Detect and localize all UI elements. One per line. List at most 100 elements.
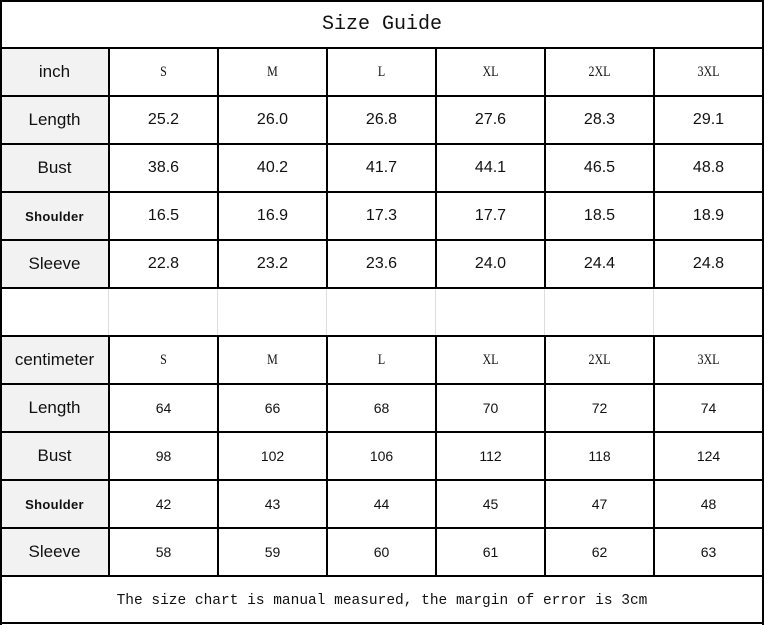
measurement-cell-text: 23.6 bbox=[365, 255, 398, 272]
measurement-cell: 41.7 bbox=[327, 144, 436, 192]
measurement-cell-text: 17.3 bbox=[365, 207, 398, 224]
measurement-cell-text: 63 bbox=[700, 544, 717, 560]
measurement-cell: 74 bbox=[654, 384, 763, 432]
row-label: Bust bbox=[0, 144, 109, 192]
row-divider bbox=[0, 575, 764, 577]
measurement-cell: 64 bbox=[109, 384, 218, 432]
measurement-cell-text: 98 bbox=[155, 448, 172, 464]
measurement-cell: 17.7 bbox=[436, 192, 545, 240]
row-label: Shoulder bbox=[0, 192, 109, 240]
measurement-cell: 26.0 bbox=[218, 96, 327, 144]
measurement-cell: 62 bbox=[545, 528, 654, 576]
column-divider bbox=[326, 336, 328, 576]
row-label: Bust bbox=[0, 432, 109, 480]
measurement-cell: 66 bbox=[218, 384, 327, 432]
measurement-cell-text: 106 bbox=[369, 448, 394, 464]
measurement-cell: 40.2 bbox=[218, 144, 327, 192]
measurement-cell-text: 18.5 bbox=[583, 207, 616, 224]
column-divider bbox=[326, 289, 327, 335]
row-label: Length bbox=[0, 384, 109, 432]
size-header: S bbox=[120, 336, 207, 384]
size-header: 2XL bbox=[556, 48, 643, 96]
row-divider bbox=[0, 0, 764, 2]
measurement-cell-text: 18.9 bbox=[692, 207, 725, 224]
measurement-cell: 70 bbox=[436, 384, 545, 432]
measurement-cell: 23.6 bbox=[327, 240, 436, 288]
column-divider bbox=[217, 48, 219, 288]
measurement-cell: 24.0 bbox=[436, 240, 545, 288]
measurement-cell-text: 23.2 bbox=[256, 255, 289, 272]
measurement-cell: 98 bbox=[109, 432, 218, 480]
column-divider bbox=[108, 289, 109, 335]
measurement-cell: 124 bbox=[654, 432, 763, 480]
measurement-cell-text: 26.8 bbox=[365, 111, 398, 128]
measurement-cell: 44 bbox=[327, 480, 436, 528]
measurement-cell-text: 46.5 bbox=[583, 159, 616, 176]
size-header-text: XL bbox=[482, 63, 499, 80]
row-label-text: Length bbox=[28, 110, 81, 129]
row-label: Shoulder bbox=[0, 480, 109, 528]
measurement-cell: 22.8 bbox=[109, 240, 218, 288]
measurement-cell-text: 28.3 bbox=[583, 111, 616, 128]
measurement-cell-text: 42 bbox=[155, 496, 172, 512]
measurement-cell-text: 68 bbox=[373, 400, 390, 416]
column-divider bbox=[326, 48, 328, 288]
measurement-cell: 43 bbox=[218, 480, 327, 528]
column-divider bbox=[653, 336, 655, 576]
measurement-cell-text: 58 bbox=[155, 544, 172, 560]
measurement-cell: 24.4 bbox=[545, 240, 654, 288]
measurement-cell: 68 bbox=[327, 384, 436, 432]
column-divider bbox=[435, 289, 436, 335]
measurement-cell: 61 bbox=[436, 528, 545, 576]
measurement-cell: 44.1 bbox=[436, 144, 545, 192]
measurement-cell: 42 bbox=[109, 480, 218, 528]
size-header-text: S bbox=[160, 351, 167, 368]
measurement-cell: 24.8 bbox=[654, 240, 763, 288]
measurement-cell: 18.5 bbox=[545, 192, 654, 240]
measurement-cell: 106 bbox=[327, 432, 436, 480]
size-header: S bbox=[120, 48, 207, 96]
footer-note-text: The size chart is manual measured, the m… bbox=[116, 592, 648, 609]
unit-label-text: centimeter bbox=[14, 350, 95, 369]
measurement-cell: 29.1 bbox=[654, 96, 763, 144]
measurement-cell: 102 bbox=[218, 432, 327, 480]
row-divider bbox=[0, 287, 764, 289]
measurement-cell-text: 25.2 bbox=[147, 111, 180, 128]
row-label: Sleeve bbox=[0, 528, 109, 576]
size-header-text: L bbox=[377, 63, 386, 80]
measurement-cell-text: 40.2 bbox=[256, 159, 289, 176]
measurement-cell: 48.8 bbox=[654, 144, 763, 192]
measurement-cell-text: 102 bbox=[260, 448, 285, 464]
measurement-cell-text: 70 bbox=[482, 400, 499, 416]
measurement-cell: 16.9 bbox=[218, 192, 327, 240]
measurement-cell-text: 124 bbox=[696, 448, 721, 464]
row-divider bbox=[0, 335, 764, 337]
measurement-cell-text: 43 bbox=[264, 496, 281, 512]
measurement-cell-text: 27.6 bbox=[474, 111, 507, 128]
measurement-cell-text: 74 bbox=[700, 400, 717, 416]
row-label-text: Sleeve bbox=[28, 542, 81, 561]
size-header: XL bbox=[447, 336, 534, 384]
footer-note: The size chart is manual measured, the m… bbox=[0, 576, 764, 625]
size-header: 3XL bbox=[665, 336, 752, 384]
measurement-cell-text: 44 bbox=[373, 496, 390, 512]
measurement-cell-text: 59 bbox=[264, 544, 281, 560]
measurement-cell: 28.3 bbox=[545, 96, 654, 144]
row-label-text: Shoulder bbox=[25, 496, 84, 512]
size-header: M bbox=[229, 48, 316, 96]
measurement-cell-text: 66 bbox=[264, 400, 281, 416]
measurement-cell: 46.5 bbox=[545, 144, 654, 192]
size-header-text: XL bbox=[482, 351, 499, 368]
column-divider bbox=[108, 336, 110, 576]
column-divider bbox=[108, 48, 110, 288]
measurement-cell: 17.3 bbox=[327, 192, 436, 240]
measurement-cell-text: 45 bbox=[482, 496, 499, 512]
page-title-text: Size Guide bbox=[321, 12, 443, 36]
row-label: Length bbox=[0, 96, 109, 144]
column-divider bbox=[544, 336, 546, 576]
row-label: Sleeve bbox=[0, 240, 109, 288]
measurement-cell: 23.2 bbox=[218, 240, 327, 288]
measurement-cell: 59 bbox=[218, 528, 327, 576]
measurement-cell: 47 bbox=[545, 480, 654, 528]
